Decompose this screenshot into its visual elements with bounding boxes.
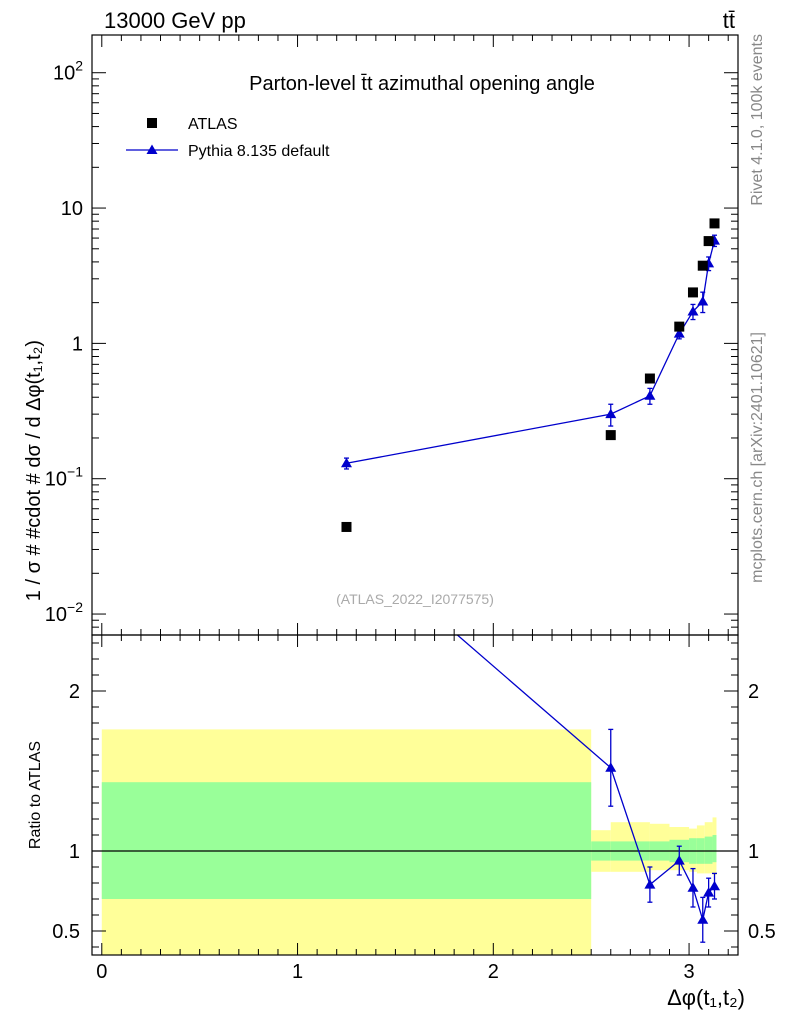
watermark-label: (ATLAS_2022_I2077575) (336, 591, 494, 607)
y-tick-label: 10−2 (45, 599, 83, 626)
ratio-line (456, 635, 715, 923)
main-y-axis-label: 1 / σ # #cdot # dσ / d Δφ(t₁,t₂) (23, 340, 45, 601)
ratio-point (644, 879, 656, 889)
ratio-tick-label-left: 2 (69, 681, 80, 703)
energy-label: 13000 GeV pp (104, 8, 246, 33)
ratio-tick-label-right: 1 (748, 841, 759, 863)
ratio-tick-label-right: 2 (748, 681, 759, 703)
inner-band-bin (704, 836, 713, 864)
atlas-point (697, 260, 708, 271)
chart-title: Parton-level t̄t azimuthal opening angle (249, 73, 595, 95)
rivet-label: Rivet 4.1.0, 100k events (749, 34, 766, 206)
ratio-series (341, 534, 721, 943)
pythia-point (697, 295, 709, 306)
x-tick-label: 3 (683, 961, 694, 983)
ratio-uncertainty-bands (92, 729, 738, 955)
ratio-point (341, 534, 352, 544)
ratio-point (697, 914, 709, 924)
x-axis-label: Δφ(t₁,t₂) (667, 985, 745, 1010)
atlas-point (341, 521, 352, 532)
ratio-clipped-group (341, 534, 721, 943)
legend-atlas-label: ATLAS (188, 116, 238, 133)
ratio-tick-label-left: 1 (69, 841, 80, 863)
pythia-point (644, 390, 656, 400)
main-series (340, 218, 721, 532)
atlas-point (703, 236, 714, 247)
inner-band-bin (101, 782, 592, 899)
legend: ATLAS Pythia 8.135 default (126, 116, 330, 160)
pythia-point (340, 457, 352, 468)
axes: 0 1 2 3 10−2 10−1 1 10 102 0.5 0.5 1 1 2 2 (45, 34, 776, 983)
pythia-point (605, 408, 617, 419)
ratio-y-axis-label: Ratio to ATLAS (27, 741, 44, 849)
pythia-point (673, 328, 685, 338)
ratio-tick-label-right: 0.5 (748, 921, 776, 943)
inner-band-bin (712, 835, 717, 863)
mcplots-label: mcplots.cern.ch [arXiv:2401.10621] (749, 332, 766, 583)
process-label: tt̄ (723, 8, 735, 33)
ratio-point (687, 882, 699, 892)
ratio-point (709, 880, 721, 891)
legend-pythia-marker (146, 144, 158, 154)
ratio-point (673, 855, 685, 865)
atlas-point (605, 430, 616, 441)
pythia-line (346, 240, 716, 464)
x-tick-label: 2 (488, 961, 499, 983)
atlas-point (644, 373, 655, 384)
atlas-point (674, 321, 685, 332)
y-tick-label: 10−1 (45, 464, 83, 491)
atlas-point (709, 218, 720, 229)
ratio-point (605, 762, 617, 772)
legend-pythia-label: Pythia 8.135 default (188, 143, 330, 160)
ratio-tick-label-left: 0.5 (52, 921, 80, 943)
atlas-point (687, 287, 698, 298)
ratio-point (703, 887, 715, 897)
pythia-point (687, 306, 699, 316)
y-tick-label: 10 (61, 198, 83, 220)
x-tick-label: 0 (96, 961, 107, 983)
legend-atlas-marker (147, 118, 157, 128)
y-tick-label: 1 (72, 333, 83, 355)
x-tick-label: 1 (292, 961, 303, 983)
y-tick-label: 102 (53, 58, 83, 85)
